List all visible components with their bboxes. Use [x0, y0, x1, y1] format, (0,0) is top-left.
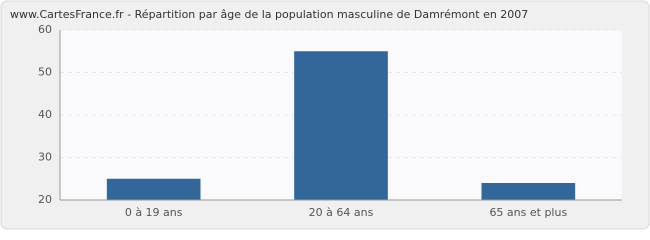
- x-tick-label: 20 à 64 ans: [309, 206, 374, 219]
- y-tick-label: 20: [38, 193, 52, 206]
- chart-title: www.CartesFrance.fr - Répartition par âg…: [10, 8, 528, 21]
- bar: [106, 178, 201, 200]
- x-tick-label: 65 ans et plus: [489, 206, 567, 219]
- y-tick-label: 60: [38, 23, 52, 36]
- bar: [294, 51, 388, 200]
- bar: [481, 183, 576, 200]
- y-tick-label: 30: [38, 151, 52, 164]
- y-tick-label: 50: [38, 66, 52, 79]
- x-tick-label: 0 à 19 ans: [125, 206, 183, 219]
- y-tick-label: 40: [38, 108, 52, 121]
- chart: www.CartesFrance.fr - Répartition par âg…: [0, 0, 650, 230]
